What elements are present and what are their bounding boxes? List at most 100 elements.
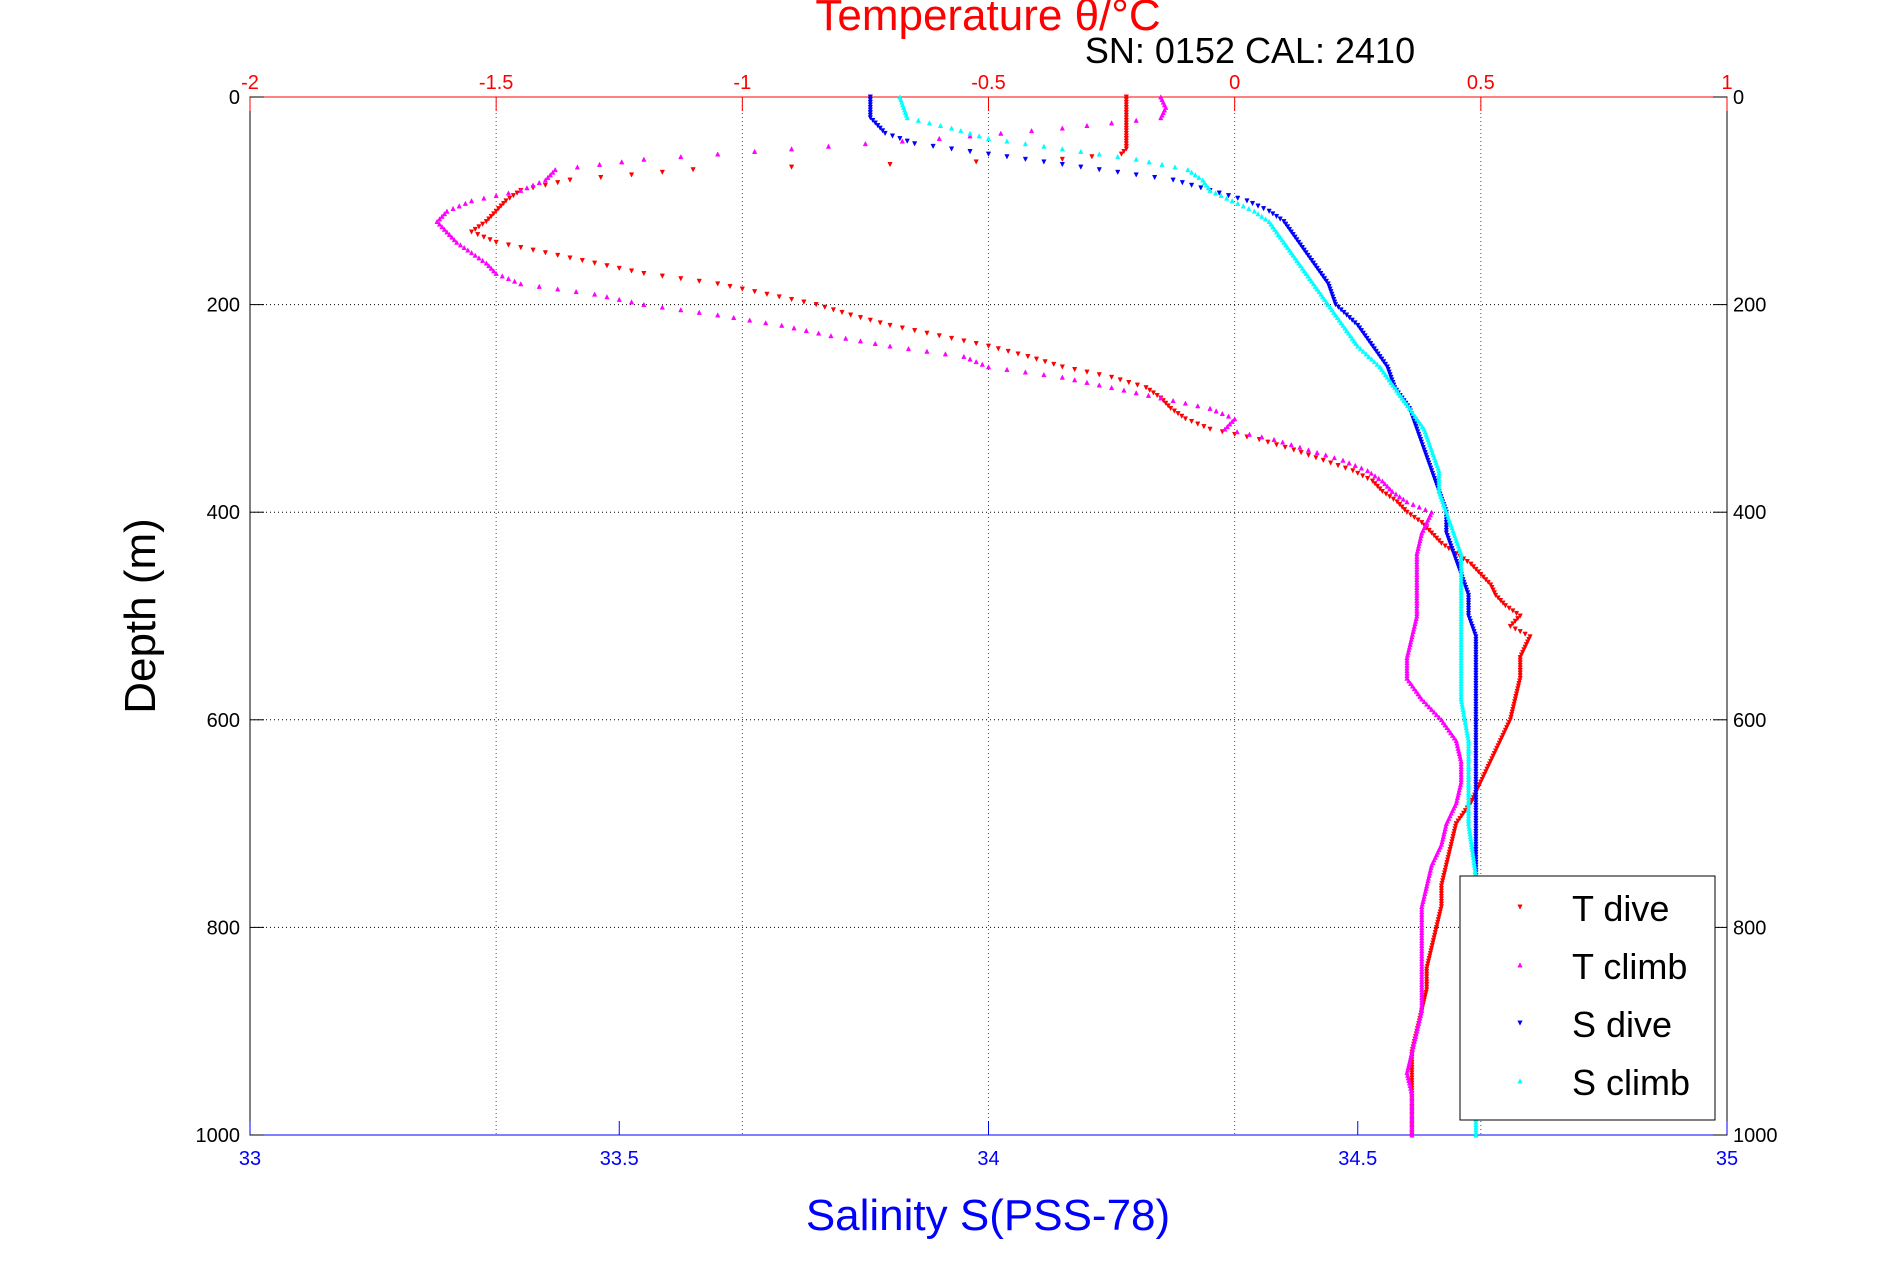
s-dive-point	[1303, 250, 1309, 256]
s-climb-point	[1380, 369, 1387, 375]
t-dive-point	[961, 338, 967, 344]
t-dive-point	[1505, 722, 1511, 728]
t-dive-point	[1480, 774, 1486, 780]
s-dive-point	[1429, 470, 1436, 477]
s-dive-point	[867, 99, 873, 105]
temperature-tick-label: 1	[1721, 72, 1732, 94]
t-dive-point	[1442, 543, 1448, 549]
t-dive-point	[1485, 579, 1491, 586]
t-dive-point	[592, 260, 598, 266]
s-dive-point	[1428, 468, 1435, 474]
t-dive-point	[948, 335, 955, 342]
t-dive-point	[1517, 662, 1523, 669]
s-climb-point	[1314, 286, 1320, 292]
s-dive-point	[1297, 242, 1304, 248]
t-climb-point	[1096, 382, 1102, 388]
s-dive-point	[1473, 683, 1479, 689]
t-dive-point	[1512, 699, 1518, 705]
t-dive-point	[1282, 444, 1288, 451]
s-dive-point	[1327, 286, 1333, 292]
t-dive-point	[1480, 574, 1486, 580]
t-climb-point	[828, 332, 834, 339]
s-dive-point	[1470, 626, 1476, 632]
t-climb-point	[872, 340, 878, 346]
t-dive-point	[530, 247, 536, 253]
s-dive-point	[1414, 426, 1420, 432]
t-dive-point	[1423, 989, 1429, 996]
s-dive-point	[1473, 699, 1479, 705]
s-dive-point	[880, 128, 886, 134]
x-axis-title: Salinity S(PSS-78)	[806, 1191, 1170, 1240]
t-climb-point	[1411, 685, 1417, 692]
s-dive-point	[1059, 162, 1065, 168]
t-climb-point	[763, 320, 769, 326]
t-climb-point	[530, 182, 536, 188]
t-climb-point	[1271, 436, 1277, 442]
s-climb-point	[1240, 203, 1246, 209]
s-dive-point	[897, 136, 903, 142]
s-dive-point	[1469, 623, 1475, 630]
s-dive-point	[1471, 629, 1477, 635]
s-climb-point	[1323, 299, 1329, 305]
t-dive-point	[1313, 455, 1319, 461]
t-dive-point	[1488, 582, 1494, 588]
s-dive-point	[985, 151, 992, 157]
t-dive-point	[1379, 488, 1385, 495]
t-dive-point	[1510, 706, 1516, 713]
t-dive-point	[1201, 424, 1207, 430]
s-climb-point	[1386, 377, 1392, 383]
t-climb-point	[1396, 493, 1403, 500]
s-climb-point	[1363, 351, 1369, 357]
t-climb-point	[1340, 457, 1346, 463]
t-climb-point	[1433, 711, 1440, 718]
s-dive-point	[1473, 764, 1479, 770]
t-climb-point	[491, 268, 497, 274]
s-dive-point	[1362, 333, 1368, 339]
t-climb-point	[524, 185, 530, 191]
t-climb-point	[456, 203, 462, 209]
s-dive-point	[1318, 271, 1324, 277]
t-climb-point	[1449, 732, 1456, 738]
s-dive-point	[1473, 800, 1479, 806]
t-climb-point	[1041, 371, 1047, 378]
t-dive-point	[1510, 621, 1516, 627]
t-dive-point	[788, 296, 795, 303]
s-dive-point	[1170, 177, 1176, 183]
s-dive-point	[1473, 774, 1479, 780]
s-dive-point	[1331, 296, 1337, 303]
t-dive-point	[1436, 914, 1442, 920]
t-dive-point	[1182, 416, 1189, 422]
s-dive-point	[1465, 603, 1472, 609]
t-dive-point	[604, 263, 610, 269]
s-dive-point	[1473, 675, 1479, 682]
s-dive-point	[1473, 766, 1479, 772]
s-dive-point	[1464, 587, 1470, 593]
t-climb-point	[436, 216, 443, 222]
s-dive-point	[867, 115, 873, 121]
s-dive-point	[1473, 808, 1479, 814]
s-dive-point	[1465, 613, 1472, 619]
t-climb-point	[1022, 369, 1029, 375]
s-climb-point	[1279, 236, 1285, 243]
t-dive-point	[493, 239, 499, 246]
t-climb-point	[678, 307, 684, 313]
t-dive-point	[659, 273, 665, 279]
t-dive-point	[1499, 735, 1505, 741]
t-dive-point	[839, 309, 845, 316]
t-dive-point	[1440, 878, 1446, 884]
s-climb-point	[1286, 247, 1293, 253]
t-dive-point	[1168, 405, 1174, 412]
t-climb-point	[1246, 431, 1253, 437]
t-dive-point	[555, 252, 561, 259]
t-dive-point	[1123, 138, 1129, 144]
t-climb-point	[961, 353, 967, 359]
s-climb-point	[1336, 317, 1342, 323]
s-climb-point	[1218, 192, 1224, 199]
t-climb-point	[696, 309, 702, 315]
t-dive-point	[1399, 504, 1405, 510]
s-climb-point	[1318, 291, 1324, 297]
s-dive-point	[1301, 247, 1307, 253]
t-dive-point	[483, 219, 489, 225]
t-dive-point	[598, 174, 604, 181]
temperature-tick-label: -0.5	[971, 72, 1005, 94]
